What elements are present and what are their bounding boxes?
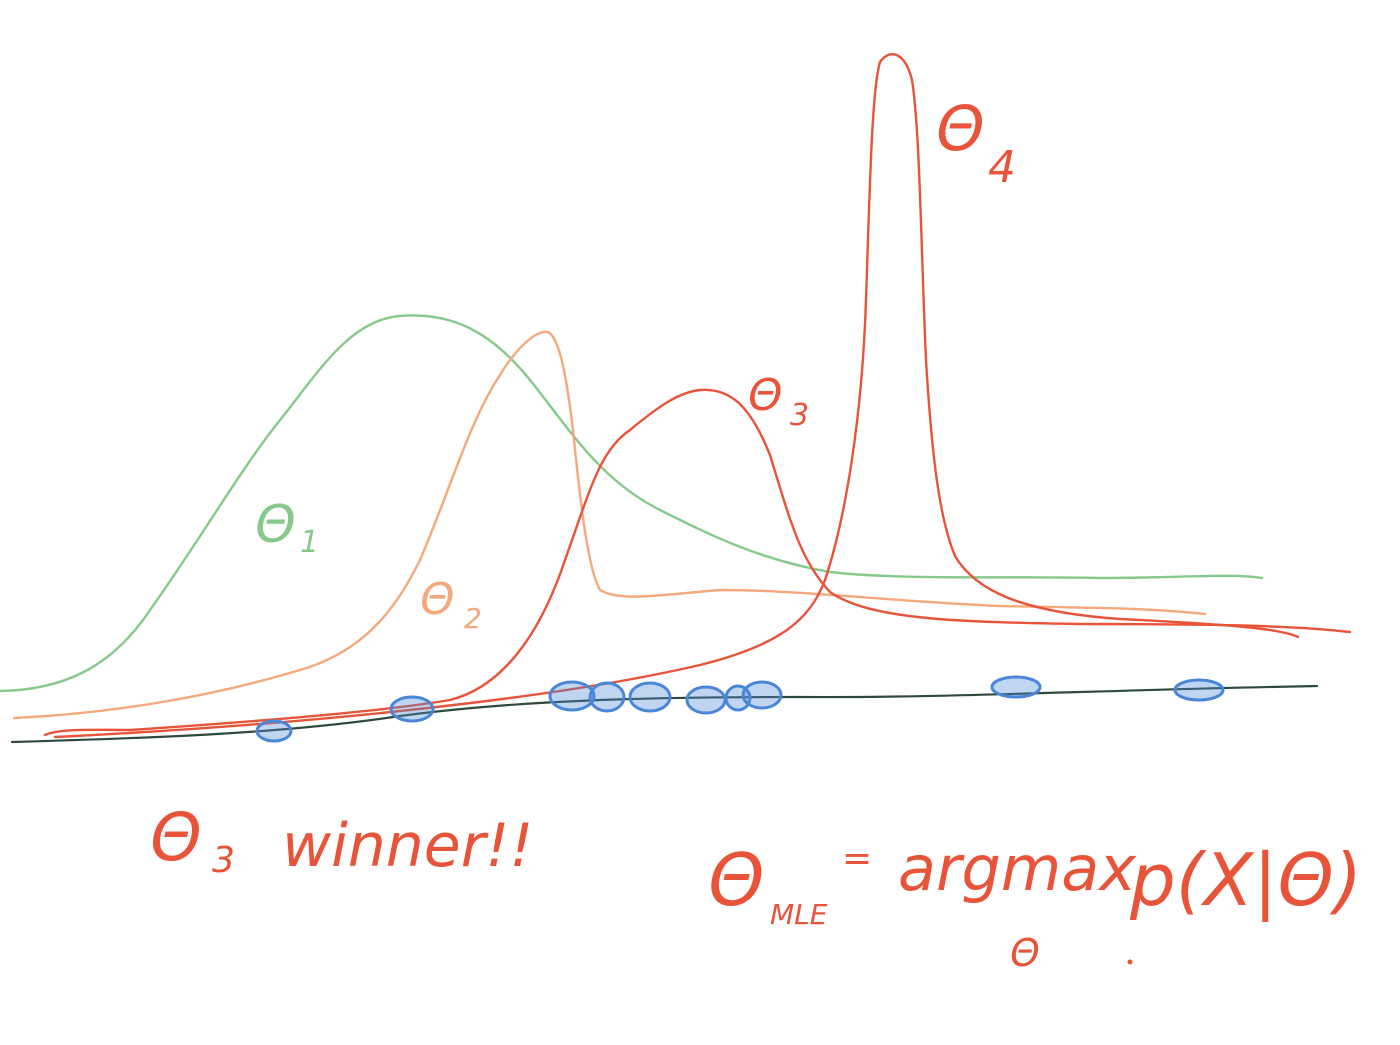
curve-theta3	[43, 388, 1352, 737]
winner-note-symbol: Θ	[150, 799, 202, 876]
winner-note-text: winner!!	[282, 811, 533, 881]
label-theta4-symbol: Θ	[936, 92, 985, 165]
data-point	[389, 695, 435, 723]
label-theta2: Θ 2	[420, 574, 482, 635]
data-point	[628, 681, 672, 713]
stray-dot	[1127, 959, 1133, 965]
data-point	[990, 675, 1042, 699]
data-point	[741, 680, 783, 710]
data-point	[255, 719, 293, 743]
data-point	[588, 681, 626, 713]
label-theta4-subscript: 4	[988, 142, 1016, 193]
curve-theta1	[0, 314, 1264, 693]
formula-equals: =	[842, 838, 872, 879]
formula-operator-under: Θ	[1010, 931, 1040, 975]
data-point	[685, 685, 727, 715]
label-theta3-symbol: Θ	[748, 370, 783, 421]
curve-theta2	[12, 330, 1207, 720]
label-theta3: Θ 3	[748, 370, 809, 433]
curve-theta4	[53, 52, 1300, 739]
formula-lhs-subscript: MLE	[770, 898, 828, 931]
label-theta1: Θ 1	[255, 495, 319, 560]
x-axis-line	[10, 684, 1319, 744]
data-point	[548, 680, 596, 712]
mle-formula: Θ MLE = argmax Θ p(X|Θ)	[708, 832, 1362, 975]
label-theta3-subscript: 3	[790, 398, 809, 433]
label-theta1-subscript: 1	[300, 525, 319, 560]
label-theta2-subscript: 2	[464, 602, 482, 635]
winner-note: Θ 3 winner!!	[150, 799, 533, 881]
data-point	[1173, 678, 1225, 702]
winner-note-subscript: 3	[212, 840, 235, 881]
formula-operator: argmax	[898, 832, 1137, 905]
formula-expression: p(X|Θ)	[1129, 838, 1362, 923]
label-theta1-symbol: Θ	[255, 495, 296, 555]
data-points	[255, 675, 1225, 743]
label-theta4: Θ 4	[936, 92, 1016, 193]
formula-lhs-symbol: Θ	[708, 838, 765, 922]
label-theta2-symbol: Θ	[420, 574, 455, 625]
